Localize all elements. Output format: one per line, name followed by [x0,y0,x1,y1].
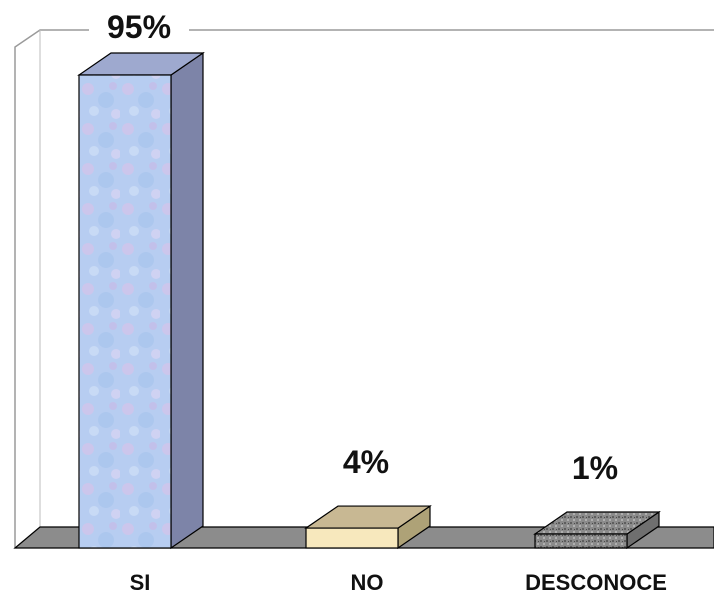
value-label-desconoce: 1% [572,450,618,486]
bar-si-front [78,74,172,549]
bar-desconoce [533,510,661,550]
category-label-desconoce: DESCONOCE [525,570,667,595]
category-label-si: SI [130,570,151,595]
value-label-no: 4% [343,444,389,480]
value-label-si: 95% [107,9,171,45]
bar-desconoce-front [534,533,628,549]
category-labels-group: SI NO DESCONOCE [130,570,667,595]
category-label-no: NO [351,570,384,595]
bars-group [77,51,661,550]
bar-si [77,51,205,550]
value-labels-group: 95% 4% 1% [89,8,618,486]
value-label-bg-si [89,8,189,46]
bar-no-front [305,527,399,549]
bar-no [304,504,432,550]
back-wall [14,29,714,548]
bar-si-side [170,51,204,550]
